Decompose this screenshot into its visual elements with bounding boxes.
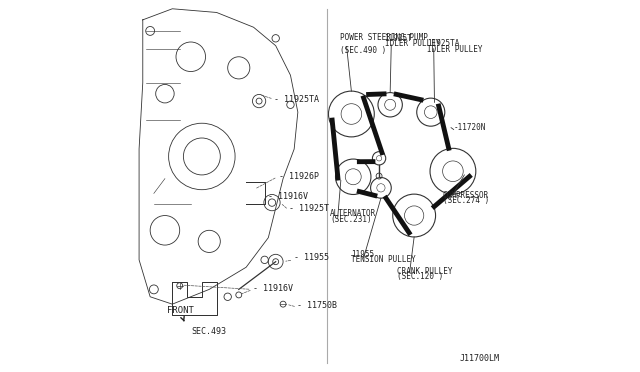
Text: (SEC.231): (SEC.231): [330, 215, 372, 224]
Text: (SEC.490 ): (SEC.490 ): [340, 46, 387, 55]
Text: - 11750B: - 11750B: [297, 301, 337, 311]
Text: FRONT: FRONT: [167, 307, 194, 321]
Text: - 11925T: - 11925T: [289, 203, 328, 213]
Text: TENSION PULLEY: TENSION PULLEY: [351, 256, 416, 264]
Text: 11955: 11955: [351, 250, 374, 259]
Text: - 11916V: - 11916V: [253, 284, 293, 293]
Text: - 11916V: - 11916V: [268, 192, 308, 201]
Text: COMPRESSOR: COMPRESSOR: [443, 191, 489, 200]
Text: IDLER PULLEY: IDLER PULLEY: [385, 39, 440, 48]
Text: CRANK PULLEY: CRANK PULLEY: [397, 266, 452, 276]
Text: ALTERNATOR: ALTERNATOR: [330, 209, 376, 218]
Text: 11925T: 11925T: [385, 34, 412, 43]
Text: -11720N: -11720N: [454, 122, 486, 132]
Text: - 11955: - 11955: [294, 253, 329, 263]
Text: - 11926P: - 11926P: [278, 172, 319, 181]
Text: (SEC.120 ): (SEC.120 ): [397, 272, 443, 281]
Text: POWER STEERING PUMP: POWER STEERING PUMP: [340, 33, 428, 42]
Text: IDLER PULLEY: IDLER PULLEY: [427, 45, 483, 54]
Text: (SEC.274 ): (SEC.274 ): [443, 196, 489, 205]
Text: - 11925TA: - 11925TA: [274, 95, 319, 104]
Text: J11700LM: J11700LM: [459, 354, 499, 363]
Text: 11925TA: 11925TA: [427, 39, 460, 48]
Text: SEC.493: SEC.493: [192, 327, 227, 336]
